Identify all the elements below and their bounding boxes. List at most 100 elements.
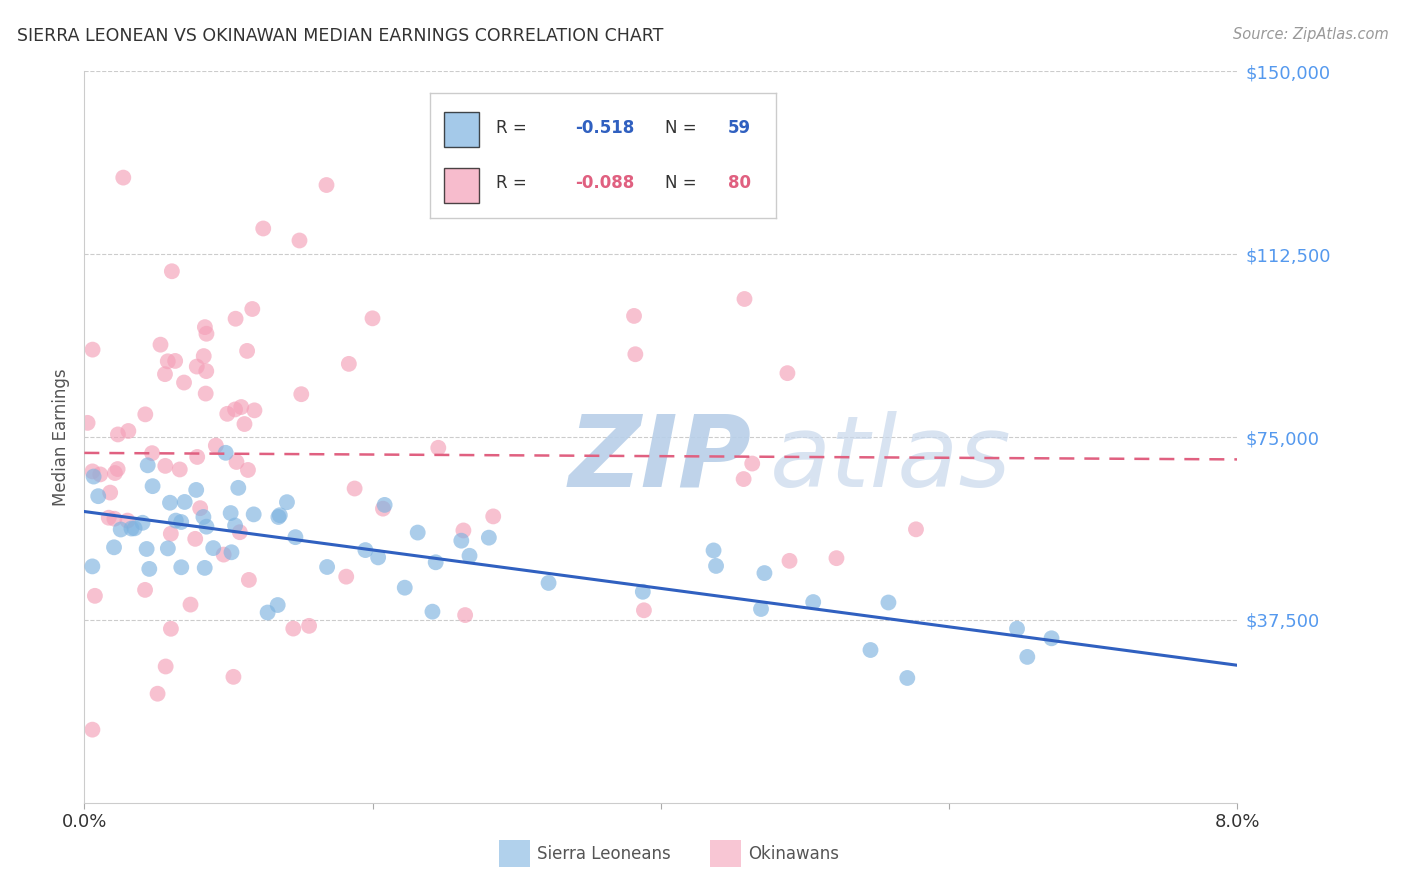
Point — [316, 560, 339, 574]
Point — [219, 506, 242, 520]
Point — [1040, 632, 1063, 646]
Point — [212, 548, 235, 562]
Point — [89, 467, 111, 482]
Point — [184, 532, 207, 546]
Point — [195, 364, 218, 378]
Point — [104, 466, 127, 480]
Point — [159, 526, 181, 541]
Text: SIERRA LEONEAN VS OKINAWAN MEDIAN EARNINGS CORRELATION CHART: SIERRA LEONEAN VS OKINAWAN MEDIAN EARNIN… — [17, 27, 664, 45]
Point — [290, 387, 312, 401]
Point — [252, 221, 274, 235]
Point — [160, 264, 183, 278]
Point — [427, 441, 450, 455]
Point — [170, 560, 193, 574]
Point — [82, 559, 104, 574]
Point — [165, 514, 187, 528]
Point — [877, 595, 900, 609]
Point — [741, 457, 763, 471]
Point — [156, 541, 179, 556]
Point — [194, 320, 217, 334]
Point — [343, 482, 366, 496]
Point — [749, 602, 772, 616]
Point — [82, 343, 104, 357]
Point — [367, 550, 389, 565]
Point — [194, 386, 217, 401]
Point — [215, 446, 238, 460]
Point — [112, 170, 135, 185]
Point — [623, 309, 645, 323]
Point — [754, 566, 776, 580]
Point — [186, 359, 208, 374]
Point — [225, 455, 247, 469]
Point — [243, 403, 266, 417]
Point — [406, 525, 429, 540]
Point — [371, 501, 394, 516]
Point — [146, 687, 169, 701]
Point — [734, 292, 756, 306]
Point — [97, 510, 120, 524]
Text: Sierra Leoneans: Sierra Leoneans — [537, 845, 671, 863]
Point — [134, 408, 156, 422]
Point — [194, 561, 217, 575]
Point — [173, 495, 195, 509]
Point — [136, 458, 159, 473]
Text: atlas: atlas — [770, 410, 1012, 508]
Point — [267, 510, 290, 524]
Point — [186, 483, 208, 497]
Point — [103, 541, 125, 555]
Point — [240, 301, 263, 316]
Point — [173, 376, 195, 390]
Point — [482, 509, 505, 524]
Point — [155, 458, 177, 473]
Point — [107, 427, 129, 442]
Point — [896, 671, 918, 685]
Text: ZIP: ZIP — [568, 410, 752, 508]
Point — [131, 516, 153, 530]
Point — [458, 549, 481, 563]
Point — [193, 510, 215, 524]
Point — [284, 530, 307, 544]
Point — [267, 598, 290, 612]
Point — [779, 554, 801, 568]
Point — [142, 479, 165, 493]
Point — [195, 519, 218, 533]
Point — [298, 619, 321, 633]
Point — [134, 582, 156, 597]
Point — [283, 622, 305, 636]
Y-axis label: Median Earnings: Median Earnings — [52, 368, 70, 506]
Text: Source: ZipAtlas.com: Source: ZipAtlas.com — [1233, 27, 1389, 42]
Point — [117, 424, 139, 438]
Point — [537, 576, 560, 591]
Point — [153, 367, 176, 381]
Point — [904, 522, 927, 536]
Point — [315, 178, 337, 192]
Point — [454, 608, 477, 623]
Point — [217, 407, 239, 421]
Point — [98, 485, 121, 500]
Point — [801, 595, 824, 609]
Point — [825, 551, 848, 566]
Point — [188, 501, 211, 516]
Point — [425, 555, 447, 569]
Point — [221, 545, 243, 559]
Point — [135, 541, 157, 556]
Point — [87, 489, 110, 503]
Point — [149, 337, 172, 351]
Point — [703, 543, 725, 558]
Point — [1005, 622, 1028, 636]
Point — [231, 400, 253, 414]
Point — [631, 584, 654, 599]
Point — [478, 531, 501, 545]
Point — [76, 416, 98, 430]
Point — [224, 518, 246, 533]
Point — [337, 357, 360, 371]
Point — [704, 558, 727, 573]
Point — [103, 512, 125, 526]
Point — [859, 643, 882, 657]
Point — [222, 670, 245, 684]
Point — [179, 598, 201, 612]
Point — [82, 464, 104, 478]
Point — [1017, 649, 1039, 664]
Point — [138, 562, 160, 576]
Point — [124, 521, 146, 535]
